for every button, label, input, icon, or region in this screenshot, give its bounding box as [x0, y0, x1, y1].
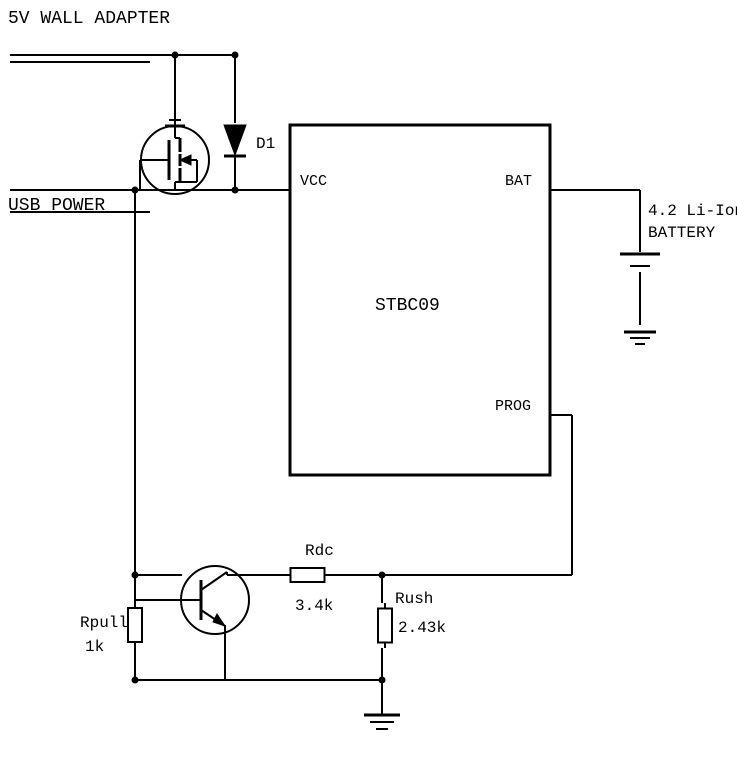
diode-label: D1 — [256, 135, 275, 153]
pin-vcc: VCC — [300, 173, 327, 190]
rpull-value: 1k — [85, 638, 104, 656]
chip-name: STBC09 — [375, 296, 440, 316]
rush-value: 2.43k — [398, 619, 446, 637]
battery-label-1: 4.2 Li-Ion — [648, 202, 737, 220]
rush-name: Rush — [395, 590, 433, 608]
battery-label-2: BATTERY — [648, 224, 716, 242]
rpull-name: Rpull — [80, 614, 128, 632]
wall-adapter-label: 5V WALL ADAPTER — [8, 9, 170, 29]
pin-prog: PROG — [495, 398, 531, 415]
rdc-value: 3.4k — [295, 597, 333, 615]
rdc-name: Rdc — [305, 542, 334, 560]
pin-bat: BAT — [505, 173, 532, 190]
